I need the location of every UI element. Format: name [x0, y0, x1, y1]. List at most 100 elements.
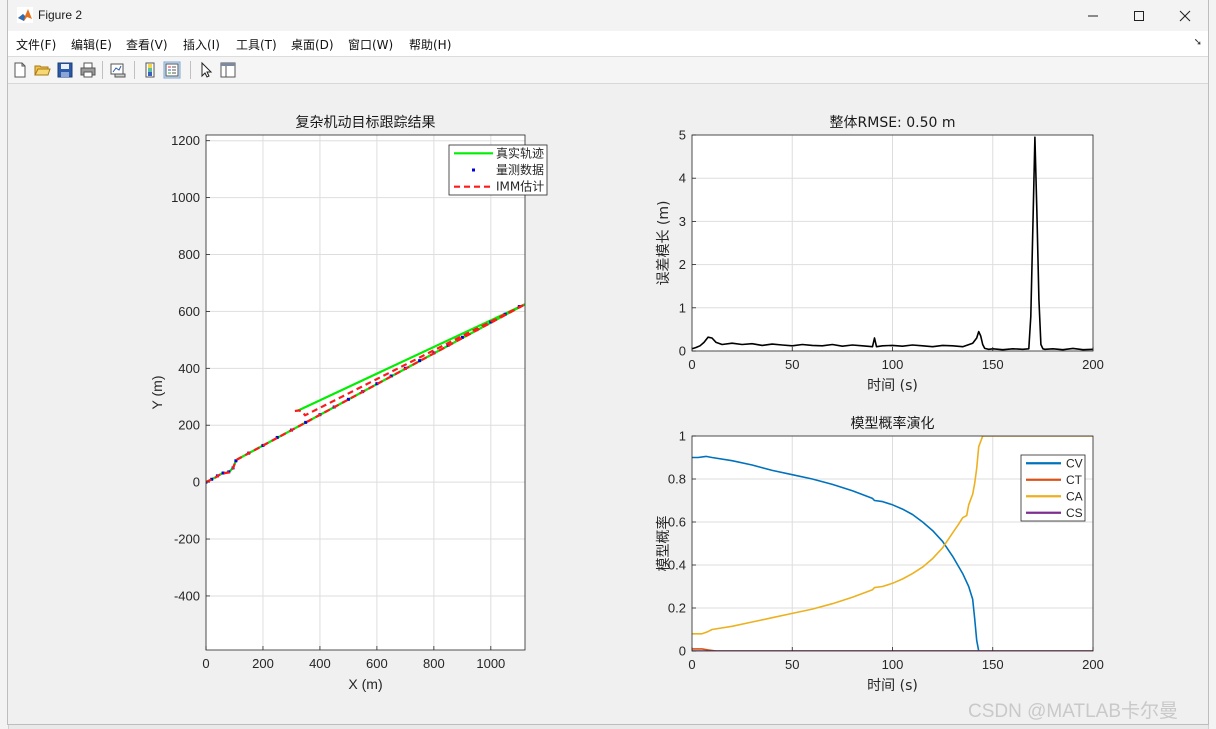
measurement-point	[346, 397, 350, 401]
print-icon[interactable]	[79, 61, 97, 79]
y-tick-label: 400	[178, 361, 200, 376]
open-file-icon[interactable]	[33, 61, 51, 79]
x-tick-label: 200	[1082, 657, 1104, 672]
y-tick-label: 1	[679, 429, 686, 444]
property-inspector-icon[interactable]	[219, 61, 237, 79]
menu-help[interactable]: 帮助(H)	[409, 38, 452, 52]
menu-dock-arrow-icon[interactable]: ➘	[1193, 37, 1202, 48]
y-tick-label: 0.6	[668, 515, 686, 530]
y-tick-label: 3	[679, 214, 686, 229]
window-title: Figure 2	[38, 8, 83, 22]
toolbar-separator	[134, 61, 135, 79]
csdn-watermark: CSDN @MATLAB卡尔曼	[968, 701, 1179, 722]
y-tick-label: 0	[193, 475, 200, 490]
probability-series-line-2	[692, 436, 1093, 635]
x-tick-label: 0	[202, 656, 209, 671]
minimize-icon	[1088, 15, 1098, 16]
probability-ylabel: 模型概率	[655, 516, 672, 572]
trajectory-series-group	[206, 303, 525, 484]
menu-window[interactable]: 窗口(W)	[348, 38, 394, 52]
x-tick-label: 400	[309, 656, 331, 671]
x-tick-label: 50	[785, 357, 799, 372]
measurement-point	[234, 459, 238, 463]
error-title: 整体RMSE: 0.50 m	[830, 115, 956, 131]
measurement-point	[210, 477, 214, 481]
minimize-button[interactable]	[1070, 0, 1116, 31]
x-tick-label: 100	[882, 357, 904, 372]
probability-series-group	[692, 436, 1093, 651]
measurement-point	[275, 435, 279, 439]
legend-label: CT	[1066, 473, 1083, 487]
probability-xlabel: 时间 (s)	[867, 678, 918, 694]
probability-series-line-0	[692, 455, 980, 651]
figure-plots: 0 200 400 600 800 1000-400-200020040060080010…	[149, 114, 1104, 694]
trajectory-xlabel: X (m)	[348, 676, 382, 692]
new-figure-icon[interactable]	[11, 61, 29, 79]
legend-box	[1020, 454, 1086, 522]
y-tick-label: 600	[178, 304, 200, 319]
y-tick-label: 4	[679, 171, 686, 186]
probability-legend: CV CT CA CS	[1020, 454, 1086, 522]
title-bar[interactable]: Figure 2	[8, 0, 1208, 31]
trajectory-ylabel: Y (m)	[149, 376, 165, 410]
matlab-logo-icon	[17, 7, 33, 23]
legend-label: CA	[1066, 489, 1083, 503]
pointer-icon[interactable]	[197, 61, 215, 79]
legend-label: IMM估计	[496, 180, 544, 194]
x-tick-label: 150	[982, 657, 1004, 672]
legend-label: CS	[1066, 506, 1083, 520]
trajectory-series-line-4	[294, 303, 525, 417]
x-tick-label: 200	[1082, 357, 1104, 372]
y-tick-label: 0.8	[668, 472, 686, 487]
trajectory-series-line-1	[296, 303, 525, 412]
y-tick-label: -400	[174, 588, 200, 603]
y-tick-label: 1000	[171, 190, 200, 205]
link-plot-icon[interactable]	[109, 61, 127, 79]
toolbar-separator	[102, 61, 103, 79]
maximize-button[interactable]	[1116, 0, 1162, 31]
legend-label: CV	[1066, 456, 1083, 470]
menu-file[interactable]: 文件(F)	[16, 38, 57, 52]
probability-series-line-1	[692, 648, 1093, 651]
menu-tools[interactable]: 工具(T)	[236, 38, 277, 52]
x-tick-label: 0	[688, 657, 695, 672]
menu-edit[interactable]: 编辑(E)	[71, 38, 112, 52]
x-tick-label: 1000	[476, 656, 505, 671]
x-tick-label: 50	[785, 657, 799, 672]
menu-desktop[interactable]: 桌面(D)	[291, 38, 334, 52]
y-tick-label: 1	[679, 300, 686, 315]
x-tick-label: 800	[423, 656, 445, 671]
figure-window: Figure 2 文件(F) 编辑(E) 查看(V) 插入(I) 工具(T) 桌…	[8, 0, 1208, 724]
legend-icon[interactable]	[163, 61, 181, 79]
toolbar-separator	[190, 61, 191, 79]
y-tick-label: 0.2	[668, 601, 686, 616]
error-axes[interactable]: 0 50 100 150 200 0 1 2 3 4 5 整体RMSE: 0.50 m 时间 (s) 误差…	[656, 115, 1104, 394]
background-window-strip-right	[1208, 0, 1216, 729]
x-tick-label: 150	[982, 357, 1004, 372]
legend-marker	[472, 168, 475, 172]
trajectory-plot-area	[206, 135, 525, 650]
trajectory-axes[interactable]: 0 200 400 600 800 1000 -400 -200 0 200 400 600 800 10…	[149, 114, 548, 692]
x-tick-label: 200	[252, 656, 274, 671]
save-icon[interactable]	[56, 61, 74, 79]
menu-view[interactable]: 查看(V)	[126, 38, 168, 52]
measurement-point	[304, 420, 308, 424]
x-tick-label: 100	[882, 657, 904, 672]
maximize-icon	[1134, 10, 1144, 21]
legend-label: 真实轨迹	[496, 145, 544, 160]
y-tick-label: 5	[679, 128, 686, 143]
legend-label: 量测数据	[496, 162, 544, 177]
measurement-point	[460, 335, 464, 339]
colorbar-icon[interactable]	[141, 61, 159, 79]
error-xlabel: 时间 (s)	[867, 378, 918, 394]
measurement-point	[375, 382, 379, 386]
error-series-group	[692, 136, 1093, 351]
y-tick-label: 200	[178, 418, 200, 433]
menu-insert[interactable]: 插入(I)	[183, 38, 220, 52]
trajectory-title: 复杂机动目标跟踪结果	[296, 114, 436, 131]
error-series-line-0	[692, 136, 1093, 351]
close-button[interactable]	[1162, 0, 1208, 31]
x-tick-label: 0	[688, 357, 695, 372]
